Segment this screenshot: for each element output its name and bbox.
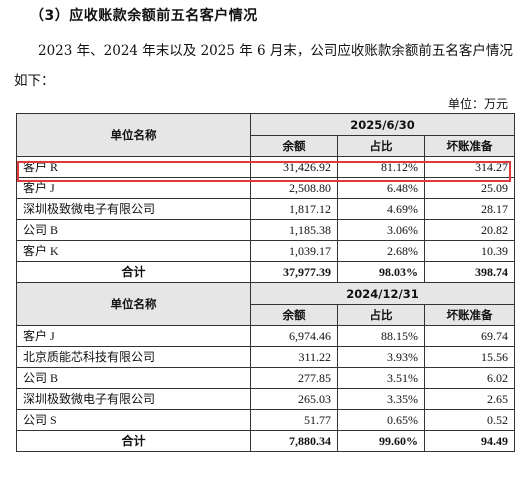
ratio-cell: 88.15% [337,325,425,347]
provision-cell: 10.39 [423,240,516,262]
provision-cell: 28.17 [423,198,516,220]
ratio-header: 占比 [337,304,425,326]
provision-cell: 0.52 [423,409,516,431]
table-row: 客户 J 6,974.46 88.15% 69.74 [16,325,516,347]
name-header: 单位名称 [16,282,251,326]
total-label: 合计 [16,430,251,452]
table-row: 北京质能芯科技有限公司 311.22 3.93% 15.56 [16,346,516,368]
balance-cell: 2,508.80 [250,177,338,199]
table-row: 深圳极致微电子有限公司 1,817.12 4.69% 28.17 [16,198,516,220]
table-row: 客户 R 31,426.92 81.12% 314.27 [16,156,516,178]
customer-name: 公司 B [16,367,251,389]
balance-cell: 51.77 [250,409,338,431]
ratio-cell: 6.48% [337,177,425,199]
provision-cell: 314.27 [423,156,516,178]
customer-name: 客户 K [16,240,251,262]
table-header-row: 单位名称 2025/6/30 [16,113,516,157]
table-row: 公司 B 1,185.38 3.06% 20.82 [16,219,516,241]
total-label: 合计 [16,261,251,283]
customer-name: 深圳极致微电子有限公司 [16,388,251,410]
customer-name: 客户 R [16,156,251,178]
total-row: 合计 7,880.34 99.60% 94.49 [16,430,516,452]
table-row: 公司 B 277.85 3.51% 6.02 [16,367,516,389]
customer-name: 客户 J [16,177,251,199]
provision-cell: 15.56 [423,346,516,368]
balance-cell: 277.85 [250,367,338,389]
balance-cell: 1,039.17 [250,240,338,262]
provision-cell: 2.65 [423,388,516,410]
balance-header: 余额 [250,135,338,157]
balance-cell: 265.03 [250,388,338,410]
customer-name: 客户 J [16,325,251,347]
table-header-row: 余额 占比 坏账准备 [17,135,516,157]
ratio-cell: 3.06% [337,219,425,241]
receivables-table: 单位名称 2025/6/30 余额 占比 坏账准备 客户 R 31,426.92… [16,113,516,452]
name-header: 单位名称 [16,113,251,157]
table-row: 客户 K 1,039.17 2.68% 10.39 [16,240,516,262]
balance-header: 余额 [250,304,338,326]
total-provision: 94.49 [423,430,516,452]
ratio-cell: 0.65% [337,409,425,431]
section-heading: （3）应收账款余额前五名客户情况 [30,8,258,24]
ratio-cell: 3.35% [337,388,425,410]
total-ratio: 98.03% [337,261,425,283]
ratio-header: 占比 [337,135,425,157]
balance-cell: 1,185.38 [250,219,338,241]
total-row: 合计 37,977.39 98.03% 398.74 [16,261,516,283]
table-row: 客户 J 2,508.80 6.48% 25.09 [16,177,516,199]
total-balance: 37,977.39 [250,261,338,283]
ratio-cell: 2.68% [337,240,425,262]
provision-cell: 25.09 [423,177,516,199]
balance-cell: 31,426.92 [250,156,338,178]
table-row: 公司 S 51.77 0.65% 0.52 [16,409,516,431]
table-header-row: 单位名称 2024/12/31 [16,282,516,326]
balance-cell: 311.22 [250,346,338,368]
total-provision: 398.74 [423,261,516,283]
total-ratio: 99.60% [337,430,425,452]
customer-name: 公司 S [16,409,251,431]
total-balance: 7,880.34 [250,430,338,452]
customer-name: 北京质能芯科技有限公司 [16,346,251,368]
ratio-cell: 3.93% [337,346,425,368]
period-header: 2025/6/30 [249,113,516,136]
provision-cell: 6.02 [423,367,516,389]
unit-label: 单位：万元 [447,97,508,111]
balance-cell: 1,817.12 [250,198,338,220]
period-header: 2024/12/31 [249,282,516,305]
ratio-cell: 81.12% [337,156,425,178]
table-row: 深圳极致微电子有限公司 265.03 3.35% 2.65 [16,388,516,410]
intro-paragraph: 2023 年、2024 年末以及 2025 年 6 月末，公司应收账款余额前五名… [14,43,513,89]
provision-header: 坏账准备 [423,304,516,326]
balance-cell: 6,974.46 [250,325,338,347]
provision-cell: 20.82 [423,219,516,241]
customer-name: 深圳极致微电子有限公司 [16,198,251,220]
ratio-cell: 4.69% [337,198,425,220]
table-header-row: 余额 占比 坏账准备 [17,304,516,326]
ratio-cell: 3.51% [337,367,425,389]
provision-cell: 69.74 [423,325,516,347]
provision-header: 坏账准备 [423,135,516,157]
customer-name: 公司 B [16,219,251,241]
